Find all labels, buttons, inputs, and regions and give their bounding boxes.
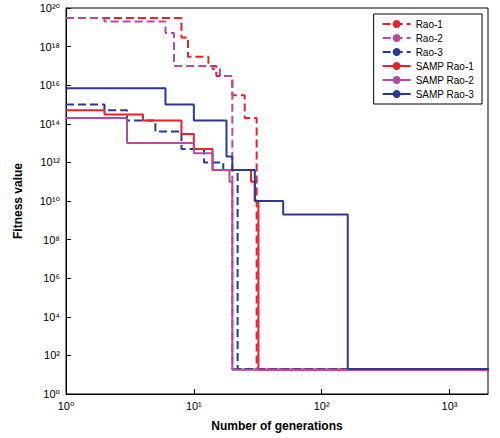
svg-text:Rao-2: Rao-2 [416,33,444,44]
svg-text:10³: 10³ [442,400,458,412]
svg-text:SAMP Rao-1: SAMP Rao-1 [416,61,475,72]
svg-text:10¹⁰: 10¹⁰ [40,195,61,207]
svg-text:10¹⁴: 10¹⁴ [39,118,60,130]
svg-text:10¹: 10¹ [186,400,202,412]
svg-text:10⁰: 10⁰ [43,388,60,400]
svg-text:10²⁰: 10²⁰ [40,2,61,14]
svg-text:10⁸: 10⁸ [43,234,60,246]
svg-text:10⁰: 10⁰ [58,400,75,412]
svg-text:Rao-1: Rao-1 [416,19,444,30]
svg-text:10¹⁶: 10¹⁶ [40,79,60,91]
svg-text:Rao-3: Rao-3 [416,47,444,58]
svg-text:10²: 10² [314,400,330,412]
svg-text:10⁶: 10⁶ [43,272,60,284]
svg-text:Fitness value: Fitness value [11,163,25,239]
svg-text:10⁴: 10⁴ [43,311,60,323]
svg-text:10¹²: 10¹² [40,156,60,168]
svg-text:10¹⁸: 10¹⁸ [39,41,60,53]
svg-text:SAMP Rao-3: SAMP Rao-3 [416,89,475,100]
svg-text:SAMP Rao-2: SAMP Rao-2 [416,75,475,86]
svg-text:10²: 10² [44,349,60,361]
svg-text:Number of generations: Number of generations [211,419,343,433]
